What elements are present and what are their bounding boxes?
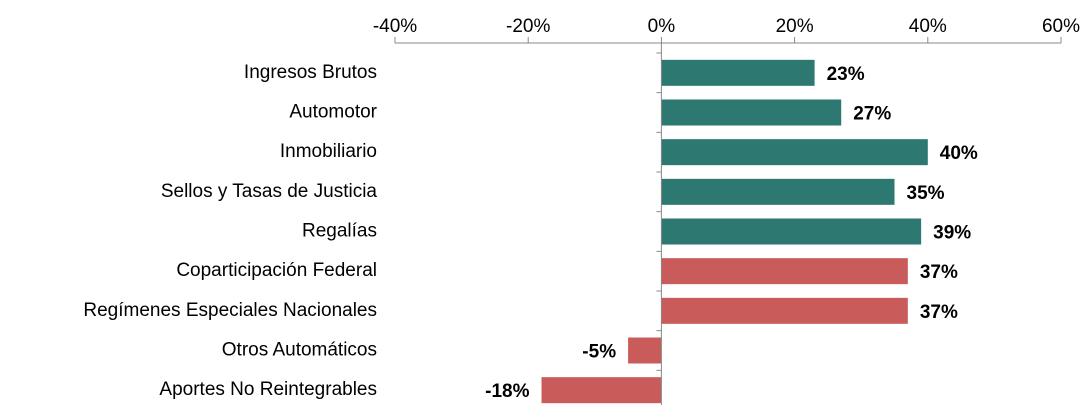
y-tick-label: Regalías: [302, 221, 377, 242]
value-label: 35%: [907, 183, 945, 204]
value-label: 27%: [853, 104, 891, 125]
bar: [628, 337, 662, 364]
x-tick-label: 20%: [776, 16, 814, 37]
value-label: 37%: [920, 302, 958, 323]
bar: [541, 377, 662, 404]
y-tick-label: Aportes No Reintegrables: [159, 379, 377, 400]
y-tick-label: Ingresos Brutos: [244, 62, 377, 83]
x-tick-label: -20%: [506, 16, 550, 37]
y-tick-label: Automotor: [289, 102, 377, 123]
x-tick-label: 0%: [648, 16, 676, 37]
y-tick-label: Inmobiliario: [280, 141, 377, 162]
bar: [661, 99, 842, 126]
bar: [661, 59, 815, 86]
bar: [661, 178, 895, 205]
value-label: -5%: [582, 342, 616, 363]
x-tick-label: 60%: [1042, 16, 1080, 37]
y-tick-label: Coparticipación Federal: [176, 260, 377, 281]
value-label: 37%: [920, 262, 958, 283]
value-label: 23%: [827, 64, 865, 85]
bar: [661, 258, 908, 285]
y-tick-label: Sellos y Tasas de Justicia: [161, 181, 378, 202]
bar: [661, 139, 928, 166]
y-tick-label: Otros Automáticos: [222, 340, 377, 361]
x-tick-label: 40%: [909, 16, 947, 37]
x-tick-label: -40%: [373, 16, 417, 37]
bar: [661, 218, 922, 245]
value-label: -18%: [485, 381, 529, 402]
y-tick-label: Regímenes Especiales Nacionales: [83, 300, 377, 321]
value-label: 39%: [933, 223, 971, 244]
bar: [661, 297, 908, 324]
value-label: 40%: [940, 143, 978, 164]
